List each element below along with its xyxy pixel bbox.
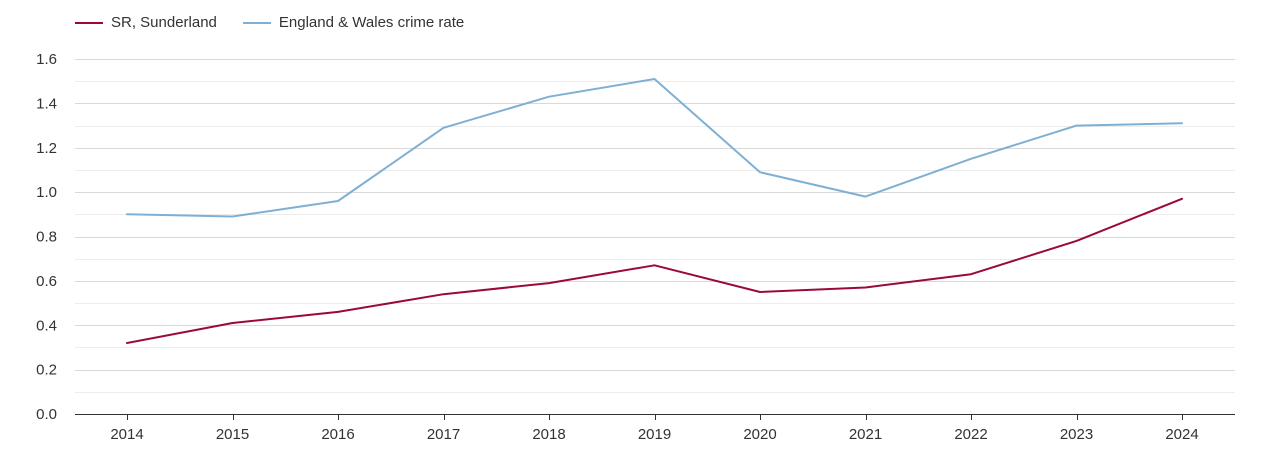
legend-item-sunderland[interactable]: SR, Sunderland	[75, 14, 217, 31]
x-tick-label: 2019	[638, 426, 671, 443]
y-tick-label: 0.6	[36, 273, 57, 290]
legend-item-england-wales[interactable]: England & Wales crime rate	[242, 14, 465, 31]
series-line-sunderland	[126, 197, 1183, 344]
y-tick-label: 0.8	[36, 229, 57, 246]
x-tick-label: 2018	[532, 426, 565, 443]
x-tick-label: 2014	[110, 426, 143, 443]
y-tick-label: 1.0	[36, 184, 57, 201]
y-tick-label: 1.2	[36, 140, 57, 157]
legend-swatch-sunderland	[75, 21, 103, 24]
x-tick-label: 2020	[743, 426, 776, 443]
y-tick-label: 1.4	[36, 95, 57, 112]
x-tick-label: 2017	[427, 426, 460, 443]
x-tick-label: 2023	[1060, 426, 1093, 443]
y-tick-label: 1.6	[36, 51, 57, 68]
y-tick-label: 0.0	[36, 406, 57, 423]
legend-label-sunderland: SR, Sunderland	[111, 14, 217, 31]
legend-label-england-wales: England & Wales crime rate	[278, 14, 465, 31]
legend-swatch-england-wales	[242, 21, 271, 24]
y-tick-label: 0.4	[36, 317, 57, 334]
y-tick-label: 0.2	[36, 362, 57, 379]
x-tick-label: 2016	[321, 426, 354, 443]
series-line-england-wales	[126, 78, 1183, 218]
x-tick-label: 2024	[1165, 426, 1198, 443]
chart-legend: SR, Sunderland England & Wales crime rat…	[75, 14, 464, 31]
x-tick-label: 2022	[954, 426, 987, 443]
x-tick-label: 2021	[849, 426, 882, 443]
x-tick-label: 2015	[216, 426, 249, 443]
